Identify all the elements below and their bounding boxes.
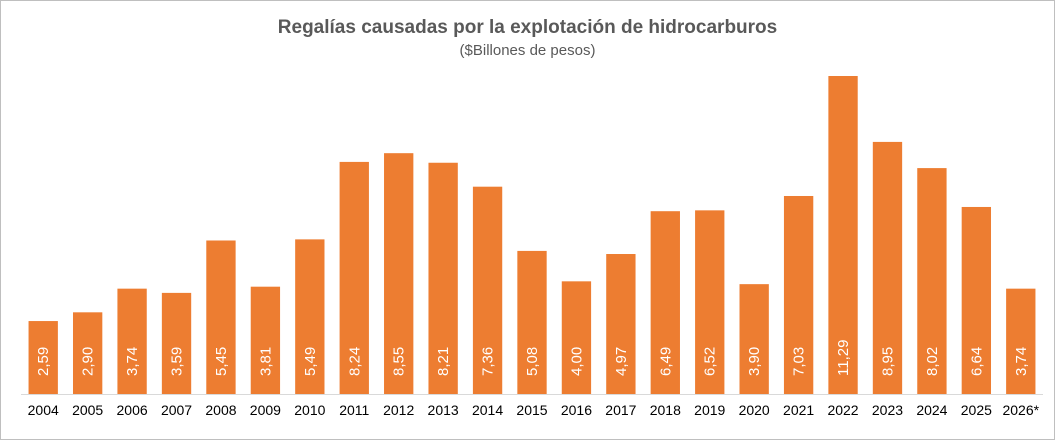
x-tick-label: 2019	[694, 402, 725, 418]
data-label: 3,74	[1013, 347, 1030, 376]
bar	[1006, 288, 1036, 394]
data-label: 7,36	[480, 347, 497, 376]
bar	[250, 286, 281, 394]
data-label: 8,02	[924, 347, 941, 376]
bar	[961, 206, 992, 394]
data-label: 6,64	[968, 347, 985, 376]
bar	[739, 284, 769, 394]
bar	[872, 141, 903, 394]
bar	[472, 186, 503, 394]
bar	[517, 250, 547, 394]
data-label: 5,08	[524, 347, 541, 376]
data-label: 5,49	[302, 347, 319, 376]
x-tick-label: 2006	[117, 402, 148, 418]
data-label: 8,55	[391, 347, 408, 376]
data-label: 2,90	[80, 347, 97, 376]
x-tick-label: 2016	[561, 402, 592, 418]
data-label: 6,52	[702, 347, 719, 376]
data-label: 3,59	[169, 347, 186, 376]
bar	[783, 195, 814, 394]
x-tick-label: 2023	[872, 402, 903, 418]
bar	[161, 292, 192, 394]
data-label: 8,21	[435, 347, 452, 376]
data-label: 5,45	[213, 347, 230, 376]
bar	[650, 211, 680, 394]
x-tick-label: 2017	[605, 402, 636, 418]
x-tick-label: 2008	[205, 402, 236, 418]
x-tick-label: 2007	[161, 402, 192, 418]
data-label: 4,97	[613, 347, 630, 376]
bar	[117, 288, 147, 394]
bar	[206, 240, 236, 394]
bar	[917, 168, 947, 394]
data-label: 3,74	[124, 347, 141, 376]
bar	[561, 281, 592, 394]
data-label: 4,00	[568, 347, 585, 376]
x-tick-label: 2014	[472, 402, 503, 418]
data-label: 3,81	[257, 347, 274, 376]
data-label: 8,95	[879, 347, 896, 376]
x-tick-label: 2004	[28, 402, 59, 418]
bar	[828, 76, 858, 394]
bar	[72, 312, 103, 394]
chart-title: Regalías causadas por la explotación de …	[277, 17, 778, 38]
x-tick-label: 2015	[516, 402, 547, 418]
bar	[606, 254, 636, 394]
x-tick-label: 2022	[827, 402, 858, 418]
data-label: 6,49	[657, 347, 674, 376]
x-tick-label: 2021	[783, 402, 814, 418]
bar	[428, 162, 458, 394]
data-label: 3,90	[746, 347, 763, 376]
x-tick-label: 2025	[961, 402, 992, 418]
x-tick-label: 2005	[72, 402, 103, 418]
x-tick-label: 2011	[339, 402, 369, 418]
bar	[28, 321, 58, 394]
x-tick-label: 2024	[916, 402, 947, 418]
x-tick-label: 2013	[428, 402, 459, 418]
bar	[339, 161, 369, 394]
bar	[695, 210, 725, 394]
data-label: 2,59	[35, 347, 52, 376]
x-tick-label: 2012	[383, 402, 414, 418]
data-label: 11,29	[835, 340, 852, 376]
data-label: 7,03	[791, 347, 808, 376]
bar	[295, 239, 325, 394]
x-tick-label: 2009	[250, 402, 281, 418]
data-label: 8,24	[346, 347, 363, 376]
x-tick-label: 2010	[294, 402, 325, 418]
x-tick-label: 2020	[739, 402, 770, 418]
x-tick-label: 2018	[650, 402, 681, 418]
x-tick-label: 2026*	[1002, 402, 1039, 418]
chart-subtitle: ($Billones de pesos)	[459, 42, 596, 59]
bar	[384, 153, 414, 394]
